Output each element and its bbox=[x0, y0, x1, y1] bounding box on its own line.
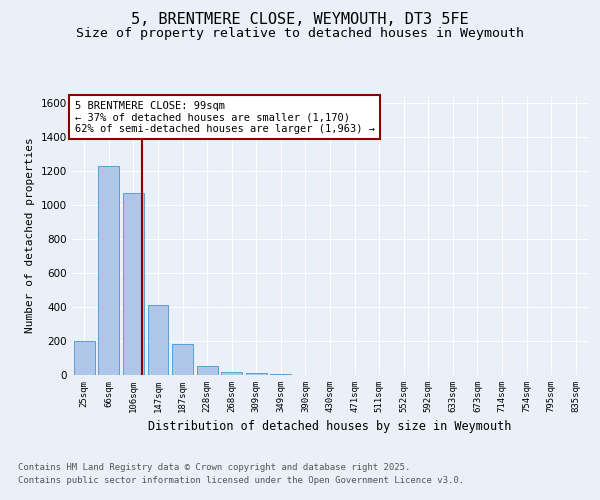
Bar bbox=[271, 374, 292, 375]
Bar bbox=[172, 344, 193, 375]
X-axis label: Distribution of detached houses by size in Weymouth: Distribution of detached houses by size … bbox=[148, 420, 512, 434]
Text: 5 BRENTMERE CLOSE: 99sqm
← 37% of detached houses are smaller (1,170)
62% of sem: 5 BRENTMERE CLOSE: 99sqm ← 37% of detach… bbox=[74, 100, 374, 134]
Text: Contains HM Land Registry data © Crown copyright and database right 2025.: Contains HM Land Registry data © Crown c… bbox=[18, 462, 410, 471]
Bar bbox=[74, 341, 95, 375]
Bar bbox=[197, 366, 218, 375]
Bar bbox=[123, 194, 144, 375]
Bar bbox=[221, 372, 242, 375]
Text: Contains public sector information licensed under the Open Government Licence v3: Contains public sector information licen… bbox=[18, 476, 464, 485]
Bar bbox=[246, 374, 267, 375]
Text: 5, BRENTMERE CLOSE, WEYMOUTH, DT3 5FE: 5, BRENTMERE CLOSE, WEYMOUTH, DT3 5FE bbox=[131, 12, 469, 28]
Text: Size of property relative to detached houses in Weymouth: Size of property relative to detached ho… bbox=[76, 28, 524, 40]
Bar bbox=[148, 306, 169, 375]
Y-axis label: Number of detached properties: Number of detached properties bbox=[25, 137, 35, 333]
Bar bbox=[98, 166, 119, 375]
